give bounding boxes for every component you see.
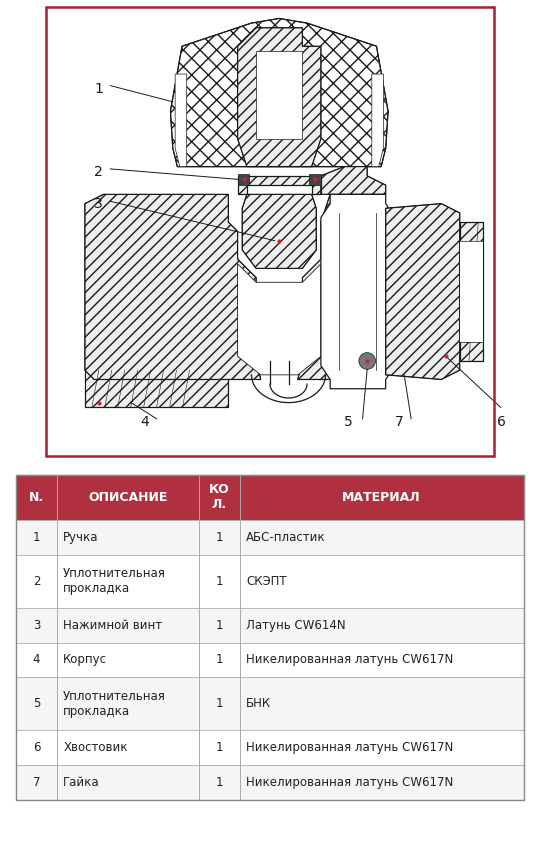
Text: 3: 3 [33,619,40,632]
Text: 6: 6 [497,415,505,428]
Bar [238,174,249,185]
Polygon shape [372,74,383,166]
Bar [460,222,483,361]
Text: 1: 1 [215,741,223,754]
Text: 7: 7 [33,776,40,789]
Polygon shape [238,264,321,375]
Circle shape [359,352,375,369]
Bar [309,174,321,185]
Text: Уплотнительная
прокладка: Уплотнительная прокладка [63,690,166,718]
Text: 1: 1 [94,81,103,96]
Bar [85,370,228,407]
Text: 5: 5 [33,698,40,710]
Text: Ручка: Ручка [63,530,99,544]
Text: 1: 1 [215,575,223,588]
Polygon shape [238,176,321,195]
Polygon shape [171,19,388,166]
Text: МАТЕРИАЛ: МАТЕРИАЛ [342,491,421,504]
Text: СКЭПТ: СКЭПТ [246,575,287,588]
Text: Никелированная латунь CW617N: Никелированная латунь CW617N [246,653,453,667]
Text: БНК: БНК [246,698,271,710]
Bar [16,765,524,800]
Text: АБС-пластик: АБС-пластик [246,530,326,544]
Text: Хвостовик: Хвостовик [63,741,128,754]
Text: Уплотнительная
прокладка: Уплотнительная прокладка [63,567,166,596]
Text: 1: 1 [215,530,223,544]
Bar [16,677,524,730]
Text: КО
Л.: КО Л. [209,483,230,512]
Polygon shape [340,213,376,370]
Polygon shape [256,51,302,139]
Text: Корпус: Корпус [63,653,107,667]
Text: Нажимной винт: Нажимной винт [63,619,163,632]
Bar [16,520,524,554]
Text: 1: 1 [33,530,40,544]
Text: 6: 6 [33,741,40,754]
Polygon shape [85,195,261,380]
Text: 4: 4 [140,415,149,428]
Polygon shape [175,74,187,166]
Bar [16,475,524,800]
Text: 1: 1 [215,776,223,789]
Text: 1: 1 [215,619,223,632]
Text: 1: 1 [215,698,223,710]
Bar [16,475,524,520]
Polygon shape [321,166,386,195]
Text: ОПИСАНИЕ: ОПИСАНИЕ [88,491,167,504]
Bar [16,730,524,765]
Polygon shape [242,195,316,268]
Bar [460,241,483,343]
Polygon shape [386,204,460,380]
Text: 4: 4 [33,653,40,667]
Text: 2: 2 [94,165,103,179]
Text: 2: 2 [33,575,40,588]
Polygon shape [171,19,388,166]
Bar [460,222,483,361]
Bar [85,370,228,407]
Text: 7: 7 [395,415,404,428]
Text: 5: 5 [344,415,353,428]
Text: Никелированная латунь CW617N: Никелированная латунь CW617N [246,776,453,789]
Text: Латунь CW614N: Латунь CW614N [246,619,346,632]
Text: 3: 3 [94,197,103,212]
Bar [16,643,524,677]
Bar [16,554,524,608]
Text: 1: 1 [215,653,223,667]
Polygon shape [238,27,321,166]
Text: N.: N. [29,491,44,504]
Text: Гайка: Гайка [63,776,100,789]
Text: Никелированная латунь CW617N: Никелированная латунь CW617N [246,741,453,754]
Polygon shape [321,195,395,389]
Polygon shape [298,195,335,380]
Bar [16,608,524,643]
